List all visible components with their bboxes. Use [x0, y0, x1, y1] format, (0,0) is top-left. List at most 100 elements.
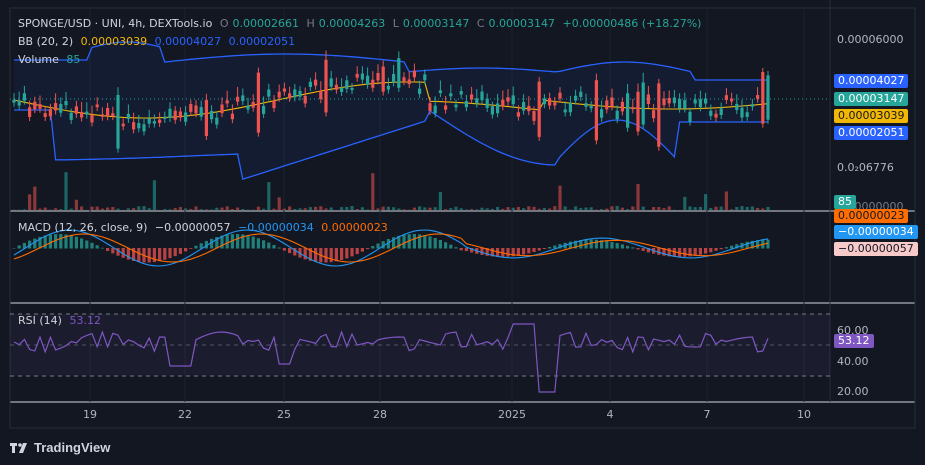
volume-bar: [324, 208, 328, 210]
macd-histogram-bar: [610, 241, 614, 249]
macd-histogram-bar: [397, 235, 401, 249]
candle-body: [693, 99, 697, 104]
x-tick-19: 19: [83, 408, 97, 421]
rsi-tag: 53.12: [834, 334, 874, 348]
macd-histogram-bar: [267, 242, 271, 249]
candle-body: [750, 104, 754, 107]
candle-body: [152, 121, 156, 124]
macd-histogram-bar: [490, 248, 494, 257]
candle-body: [678, 99, 682, 109]
macd-histogram-bar: [750, 240, 754, 249]
candle-body: [397, 58, 401, 88]
macd-signal-value: 0.00000023: [321, 221, 388, 234]
volume-bar: [236, 207, 240, 210]
volume-bar: [693, 207, 697, 210]
volume-bar: [662, 208, 666, 210]
candle-body: [17, 100, 21, 106]
candle-body: [584, 103, 588, 107]
macd-histogram-bar: [449, 244, 453, 249]
volume-bar: [267, 182, 271, 210]
macd-histogram-bar: [496, 248, 500, 257]
volume-bar: [459, 208, 463, 210]
macd-histogram-bar: [43, 235, 47, 249]
candle-body: [371, 79, 375, 88]
volume-bar: [106, 207, 110, 210]
x-tick-7: 7: [703, 408, 711, 421]
close-price-tag: 0.00003147: [834, 92, 909, 106]
macd-histogram-bar: [178, 248, 182, 254]
candle-body: [376, 73, 380, 81]
macd-histogram-bar: [90, 242, 94, 249]
candle-body: [230, 113, 234, 120]
volume-bar: [22, 209, 26, 210]
candle-body: [735, 103, 739, 111]
volume-bar: [100, 208, 104, 210]
close-value: 0.00003147: [488, 17, 556, 30]
candle-body: [620, 101, 624, 112]
volume-bar: [74, 199, 78, 210]
volume-bar: [225, 206, 229, 210]
volume-bar: [745, 206, 749, 210]
candle-body: [740, 107, 744, 118]
bb-basis-value: 0.00003039: [80, 35, 148, 48]
candle-body: [277, 91, 281, 98]
macd-histogram-bar: [69, 235, 73, 249]
macd-histogram-bar: [558, 244, 562, 249]
candle-body: [444, 105, 448, 110]
candle-body: [74, 106, 78, 114]
candle-body: [360, 73, 364, 80]
volume-bar: [90, 206, 94, 210]
volume-bar: [366, 209, 370, 210]
macd-histogram-bar: [553, 245, 557, 249]
volume-bar: [204, 209, 208, 210]
candle-body: [724, 95, 728, 100]
volume-bar: [724, 191, 728, 210]
volume-bar: [522, 208, 526, 210]
volume-bar: [579, 208, 583, 210]
candle-body: [111, 113, 115, 117]
candle-body: [22, 93, 26, 101]
candle-body: [548, 98, 552, 106]
candle-body: [392, 73, 396, 83]
candle-body: [210, 110, 214, 120]
macd-histogram-bar: [288, 248, 292, 254]
volume-bar: [761, 208, 765, 210]
macd-histogram-bar: [418, 234, 422, 249]
macd-histogram-bar: [459, 248, 463, 251]
macd-histogram-bar: [277, 247, 281, 249]
macd-histogram-bar: [100, 247, 104, 249]
volume-bar: [730, 209, 734, 210]
volume-legend: Volume 85: [18, 53, 84, 66]
volume-bar: [688, 206, 692, 210]
bb-upper-value: 0.00004027: [154, 35, 222, 48]
volume-bar: [698, 206, 702, 210]
macd-histogram-bar: [433, 238, 437, 249]
low-value: 0.00003147: [402, 17, 470, 30]
volume-bar: [262, 208, 266, 210]
macd-histogram-bar: [709, 248, 713, 253]
candle-body: [412, 70, 416, 78]
volume-bar: [563, 206, 567, 210]
rsi-legend-value: 53.12: [69, 314, 101, 327]
tradingview-logo[interactable]: TradingView: [10, 440, 110, 455]
macd-hist-tag: −0.00000057: [834, 242, 918, 256]
candle-body: [199, 107, 203, 117]
volume-bar: [719, 206, 723, 210]
symbol-title: SPONGE/USD · UNI, 4h, DEXTools.io: [18, 17, 213, 30]
macd-histogram-bar: [85, 240, 89, 249]
macd-histogram-bar: [636, 248, 640, 250]
volume-bar: [558, 185, 562, 210]
close-label: C: [476, 17, 485, 30]
volume-bar: [735, 206, 739, 210]
candle-body: [147, 118, 151, 124]
macd-histogram-bar: [220, 235, 224, 249]
macd-histogram-bar: [199, 243, 203, 249]
volume-legend-name: Volume: [18, 53, 59, 66]
candle-body: [490, 106, 494, 115]
macd-histogram-bar: [194, 245, 198, 249]
candle-body: [652, 110, 656, 119]
macd-histogram-bar: [480, 248, 484, 255]
candle-body: [756, 95, 760, 99]
